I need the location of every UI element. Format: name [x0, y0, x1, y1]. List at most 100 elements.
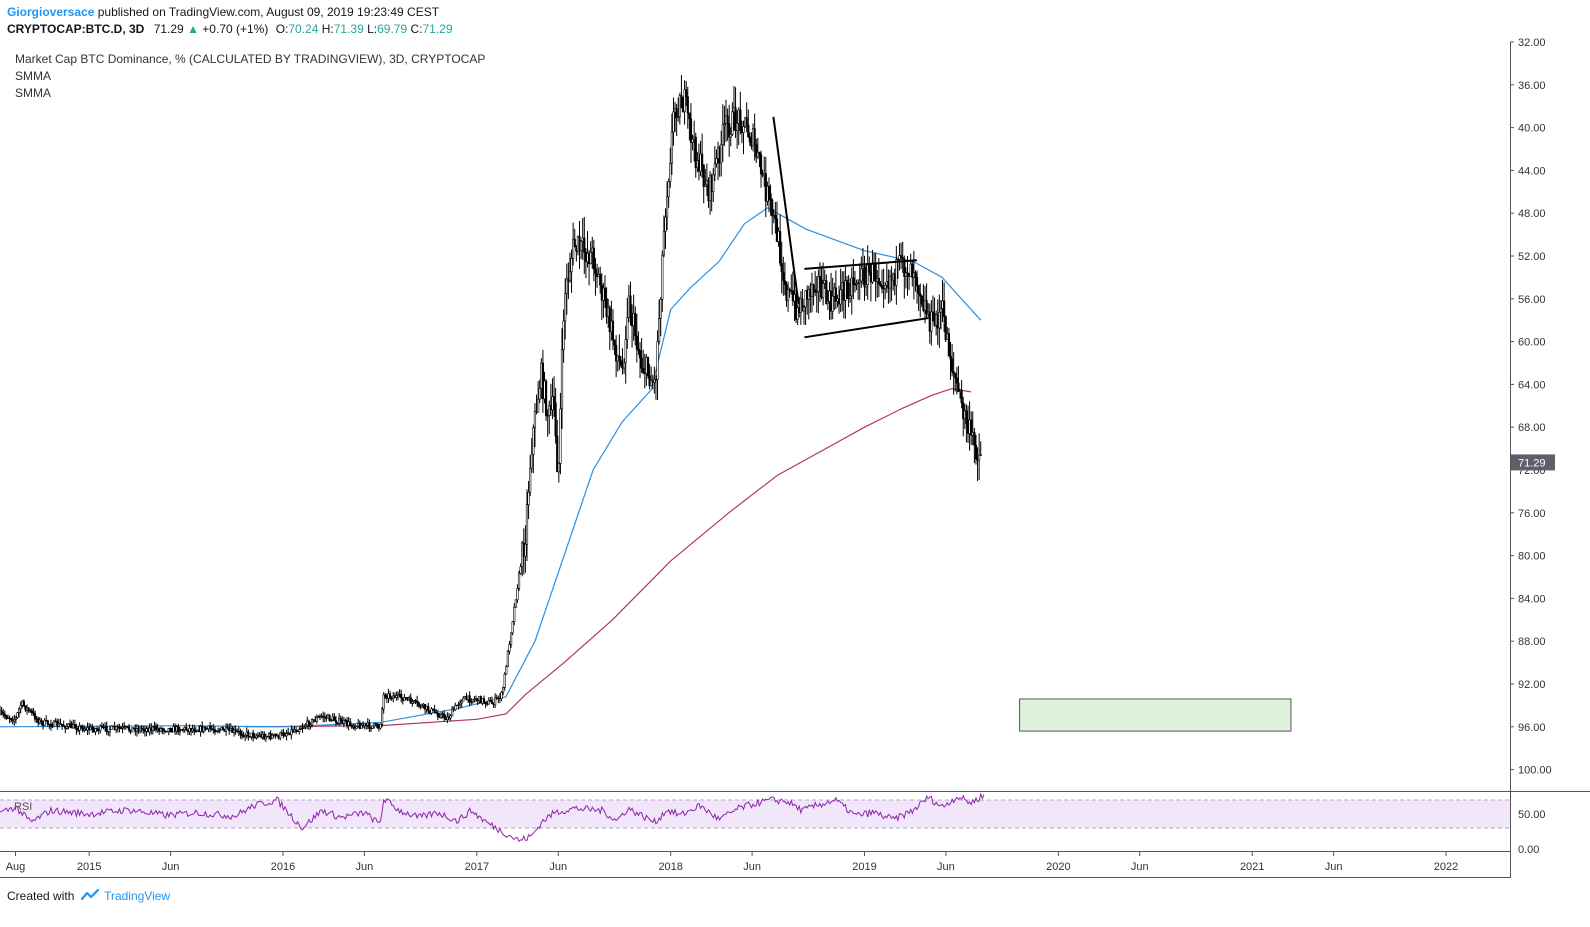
candle-body — [723, 123, 726, 126]
price-axis[interactable]: 32.00 36.00 40.00 44.00 48.00 52.00 56.00 60.00… — [1510, 37, 1552, 856]
indicator-smma-2[interactable]: SMMA — [15, 86, 51, 100]
candle-body — [376, 723, 379, 728]
candle-body — [212, 728, 215, 730]
candle-body — [548, 405, 551, 416]
candle-body — [552, 396, 556, 404]
tradingview-link[interactable]: TradingView — [104, 889, 171, 903]
candle-body — [906, 272, 909, 274]
candle-body — [131, 727, 134, 733]
candle-body — [315, 717, 318, 722]
price-tick-label: 56.00 — [1518, 294, 1546, 306]
rsi-tick-label: 0.00 — [1518, 844, 1539, 856]
candle-body — [858, 280, 861, 283]
candle-body — [720, 144, 723, 164]
candle-body — [570, 258, 573, 273]
candle-body — [13, 719, 16, 722]
low-value: 69.79 — [377, 22, 408, 36]
candle-body — [669, 163, 672, 182]
price-tick-label: 44.00 — [1518, 165, 1546, 177]
candle-body — [573, 238, 576, 247]
candle-body — [530, 453, 533, 469]
rsi-label[interactable]: RSI — [14, 801, 33, 813]
candle-body — [279, 732, 282, 739]
last-price-tag-bg — [1511, 454, 1555, 471]
author-link[interactable]: Giorgioversace — [7, 5, 95, 19]
candle-body — [831, 295, 834, 312]
candle-body — [513, 606, 516, 623]
candle-body — [16, 712, 19, 718]
candle-body — [701, 153, 704, 166]
price-tick-label: 100.00 — [1518, 765, 1552, 777]
candle-body — [3, 713, 6, 717]
pane-title: Market Cap BTC Dominance, % (CALCULATED … — [15, 52, 486, 66]
candle-body — [302, 726, 306, 729]
candle-body — [19, 705, 22, 710]
candle-body — [619, 360, 623, 366]
candle-body — [559, 408, 562, 464]
candle-body — [509, 632, 513, 645]
candle-body — [944, 316, 947, 340]
time-tick-label: 2015 — [77, 861, 101, 873]
time-axis[interactable]: Aug 2015 Jun 2016 Jun 2017 Jun 2018 Jun 2019 Jun 20… — [6, 852, 1459, 873]
indicator-smma-1[interactable]: SMMA — [15, 69, 51, 83]
candle-body — [825, 280, 828, 304]
open-value: 70.24 — [288, 22, 319, 36]
created-with-text: Created with — [7, 889, 75, 903]
candle-body — [771, 199, 774, 217]
candle-body — [589, 251, 592, 264]
candle-body — [680, 95, 683, 109]
candle-body — [930, 311, 933, 332]
candle-body — [661, 254, 664, 300]
price-tick-label: 80.00 — [1518, 551, 1546, 563]
candle-body — [974, 444, 978, 460]
trendline-layer[interactable] — [772, 116, 929, 339]
candle-body — [457, 704, 460, 706]
trendline-breakdown — [772, 116, 800, 305]
price-tick-label: 48.00 — [1518, 208, 1546, 220]
candle-body — [802, 306, 806, 312]
candle-body — [691, 138, 694, 143]
candle-body — [920, 295, 923, 305]
candle-body — [675, 108, 678, 119]
candle-body — [884, 284, 887, 289]
candle-body — [949, 355, 952, 360]
candle-body — [871, 262, 874, 283]
candle-body — [919, 293, 922, 297]
candle-body — [99, 725, 102, 731]
candle-body — [917, 285, 920, 294]
candle-body — [592, 247, 595, 270]
candle-body — [256, 735, 260, 737]
candle-body — [955, 377, 958, 384]
candle-body — [494, 697, 497, 706]
candle-body — [769, 193, 772, 201]
candle-body — [334, 720, 338, 723]
candle-body — [2, 712, 5, 715]
candle-body — [729, 134, 732, 138]
candle-body — [301, 727, 304, 729]
time-tick-label: 2022 — [1434, 861, 1458, 873]
candle-body — [43, 720, 46, 726]
candle-body — [812, 284, 815, 291]
candle-body — [310, 719, 314, 726]
candle-body — [508, 644, 511, 652]
candle-body — [599, 274, 602, 286]
candle-body — [439, 714, 443, 718]
time-tick-label: 2019 — [852, 861, 876, 873]
candle-body — [686, 96, 689, 114]
candle-body — [417, 702, 420, 706]
candle-body — [779, 231, 782, 264]
candle-body — [177, 726, 180, 733]
candle-body — [642, 367, 645, 373]
candle-body — [608, 307, 611, 332]
candle-body — [726, 115, 729, 124]
candle-body — [57, 722, 61, 727]
candle-body — [474, 698, 478, 700]
candle-body — [857, 282, 860, 284]
candle-body — [435, 712, 438, 714]
trendline-flag-bottom — [804, 317, 929, 339]
candle-body — [395, 695, 398, 699]
candle-body — [49, 723, 53, 727]
candle-body — [603, 287, 607, 299]
candle-body — [653, 379, 656, 383]
